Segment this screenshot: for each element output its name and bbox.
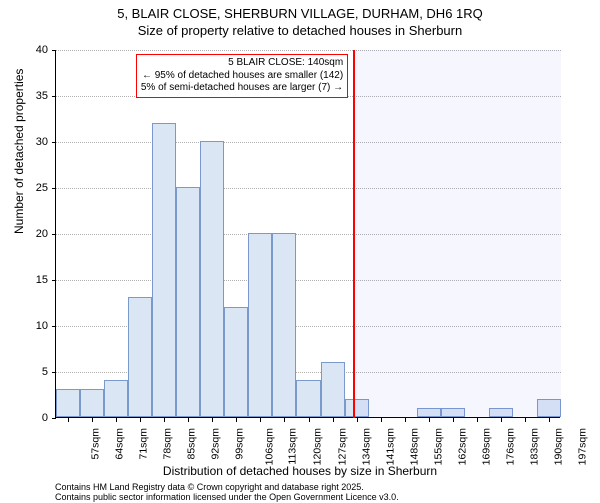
xtick-mark	[309, 418, 310, 422]
xtick-mark	[405, 418, 406, 422]
anno-line-3: 5% of semi-detached houses are larger (7…	[141, 82, 343, 95]
xtick-mark	[212, 418, 213, 422]
xtick-mark	[357, 418, 358, 422]
xtick-label: 57sqm	[90, 428, 102, 460]
xtick-mark	[284, 418, 285, 422]
histogram-bar	[152, 123, 176, 417]
ytick-mark	[52, 188, 56, 189]
histogram-bar	[272, 233, 296, 417]
xtick-label: 71sqm	[138, 428, 150, 460]
plot-area: 5 BLAIR CLOSE: 140sqm ← 95% of detached …	[55, 50, 560, 418]
histogram-bar	[80, 389, 104, 417]
xtick-label: 190sqm	[552, 428, 564, 465]
xtick-label: 197sqm	[576, 428, 588, 465]
xtick-label: 183sqm	[528, 428, 540, 465]
xtick-label: 64sqm	[114, 428, 126, 460]
xtick-label: 176sqm	[504, 428, 516, 465]
chart-container: 5, BLAIR CLOSE, SHERBURN VILLAGE, DURHAM…	[0, 0, 600, 500]
histogram-bar	[200, 141, 224, 417]
ytick-label: 40	[18, 44, 48, 56]
xtick-label: 113sqm	[287, 428, 299, 465]
ytick-label: 15	[18, 274, 48, 286]
xtick-mark	[68, 418, 69, 422]
xtick-mark	[164, 418, 165, 422]
xtick-mark	[525, 418, 526, 422]
credit-line-1: Contains HM Land Registry data © Crown c…	[55, 482, 399, 492]
xtick-label: 127sqm	[336, 428, 348, 465]
ytick-mark	[52, 280, 56, 281]
xtick-label: 162sqm	[456, 428, 468, 465]
ytick-label: 5	[18, 366, 48, 378]
marker-line	[353, 50, 355, 418]
xtick-mark	[260, 418, 261, 422]
histogram-bar	[56, 389, 80, 417]
title-line-1: 5, BLAIR CLOSE, SHERBURN VILLAGE, DURHAM…	[0, 6, 600, 23]
xtick-mark	[381, 418, 382, 422]
ytick-mark	[52, 142, 56, 143]
chart-plot: 5 BLAIR CLOSE: 140sqm ← 95% of detached …	[55, 50, 560, 418]
ytick-mark	[52, 96, 56, 97]
xtick-label: 106sqm	[264, 428, 276, 465]
xtick-mark	[549, 418, 550, 422]
histogram-bar	[296, 380, 320, 417]
ytick-mark	[52, 50, 56, 51]
ytick-mark	[52, 234, 56, 235]
xtick-label: 141sqm	[384, 428, 396, 465]
xtick-mark	[333, 418, 334, 422]
histogram-bar	[128, 297, 152, 417]
xtick-label: 85sqm	[186, 428, 198, 460]
xtick-label: 134sqm	[360, 428, 372, 465]
anno-line-1: 5 BLAIR CLOSE: 140sqm	[141, 57, 343, 70]
histogram-bar	[104, 380, 128, 417]
xtick-mark	[501, 418, 502, 422]
ytick-label: 35	[18, 90, 48, 102]
xtick-mark	[453, 418, 454, 422]
anno-line-2: ← 95% of detached houses are smaller (14…	[141, 70, 343, 83]
title-block: 5, BLAIR CLOSE, SHERBURN VILLAGE, DURHAM…	[0, 0, 600, 40]
xtick-label: 155sqm	[432, 428, 444, 465]
xtick-mark	[116, 418, 117, 422]
credit-line-2: Contains public sector information licen…	[55, 492, 399, 502]
xtick-mark	[92, 418, 93, 422]
ytick-mark	[52, 418, 56, 419]
title-line-2: Size of property relative to detached ho…	[0, 23, 600, 40]
x-axis-label: Distribution of detached houses by size …	[0, 464, 600, 478]
histogram-bar	[321, 362, 345, 417]
ytick-mark	[52, 326, 56, 327]
ytick-label: 25	[18, 182, 48, 194]
xtick-label: 78sqm	[162, 428, 174, 460]
xtick-mark	[477, 418, 478, 422]
xtick-label: 99sqm	[234, 428, 246, 460]
histogram-bar	[224, 307, 248, 417]
xtick-label: 120sqm	[312, 428, 324, 465]
ytick-mark	[52, 372, 56, 373]
ytick-label: 20	[18, 228, 48, 240]
xtick-label: 169sqm	[480, 428, 492, 465]
annotation-box: 5 BLAIR CLOSE: 140sqm ← 95% of detached …	[136, 54, 348, 98]
xtick-label: 92sqm	[210, 428, 222, 460]
shade-region	[353, 50, 561, 418]
ytick-label: 30	[18, 136, 48, 148]
xtick-mark	[188, 418, 189, 422]
xtick-label: 148sqm	[408, 428, 420, 465]
histogram-bar	[176, 187, 200, 417]
xtick-mark	[429, 418, 430, 422]
xtick-mark	[236, 418, 237, 422]
histogram-bar	[248, 233, 272, 417]
xtick-mark	[140, 418, 141, 422]
ytick-label: 10	[18, 320, 48, 332]
ytick-label: 0	[18, 412, 48, 424]
